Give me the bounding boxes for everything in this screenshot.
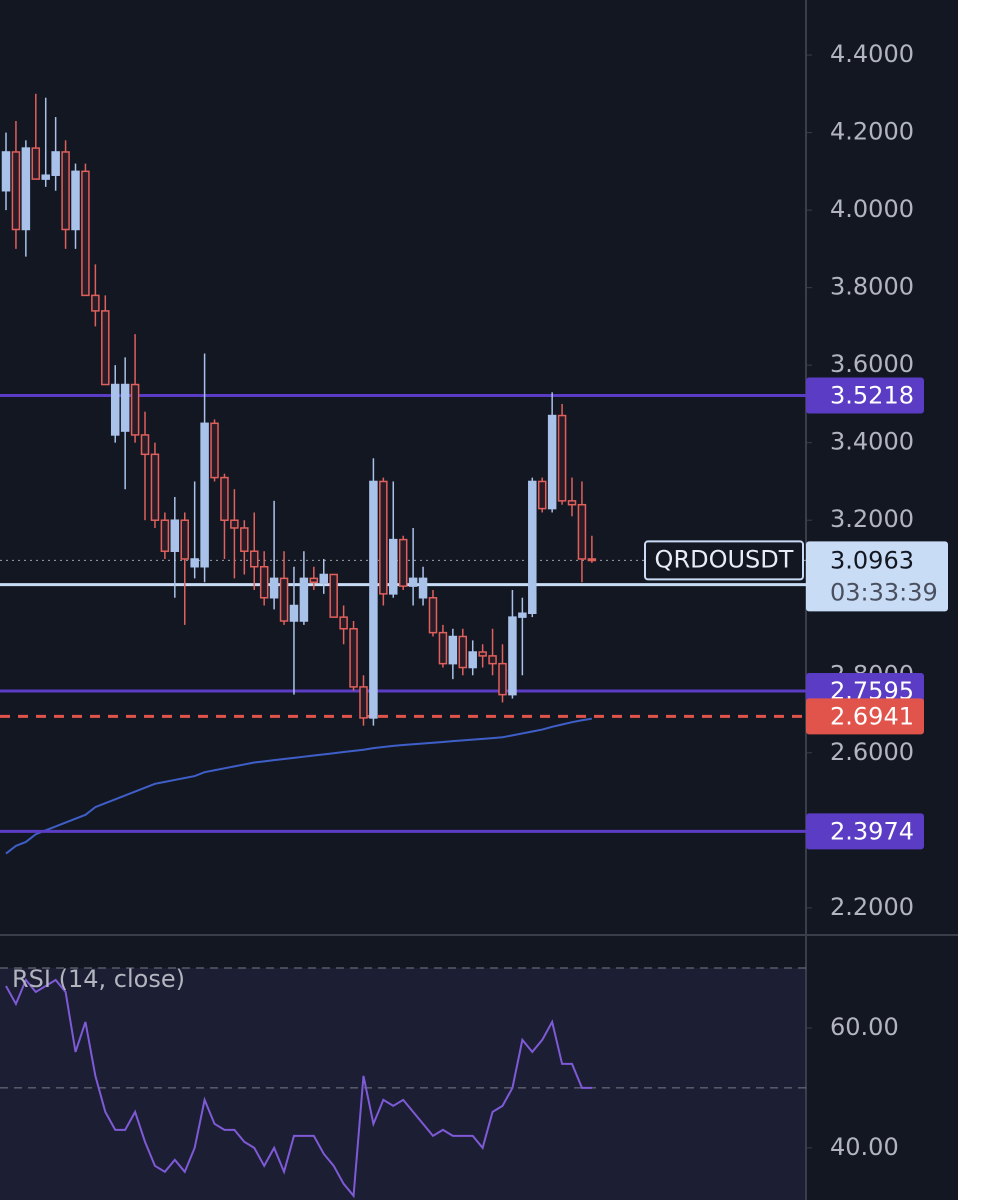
candle-body [339, 616, 348, 630]
candle-body [250, 550, 259, 568]
candle-body [547, 414, 557, 510]
rsi-line [5, 978, 592, 1199]
candle-body [110, 383, 120, 436]
candle-body [140, 434, 150, 456]
symbol-box [644, 540, 804, 581]
countdown-label: 03:33:39 [830, 578, 938, 606]
candle-body [498, 662, 507, 696]
price-label-box [806, 813, 924, 850]
rsi-band-fill [0, 968, 806, 1200]
y-tick-label: 4.0000 [830, 195, 914, 223]
candle-body [587, 558, 597, 562]
candle-body [379, 480, 388, 595]
candle-body [220, 476, 229, 521]
candle-body [41, 174, 50, 180]
candle-body [120, 383, 130, 432]
candle-body [160, 519, 170, 552]
y-tick-label: 2.2000 [830, 893, 914, 921]
candle-body [11, 151, 21, 231]
candle-body [567, 500, 577, 506]
candle-body [408, 577, 418, 587]
candle-body [91, 294, 100, 312]
candle-body [21, 147, 31, 231]
candle-body [269, 577, 279, 599]
y-tick-label: 4.4000 [830, 40, 914, 68]
marks [0, 54, 812, 1199]
candle-body [71, 170, 80, 231]
candle-body [508, 616, 517, 696]
candle-body [577, 503, 587, 560]
candle-body [31, 147, 41, 180]
candle-body [537, 480, 547, 510]
last-price-box [806, 541, 948, 612]
candle-body [150, 453, 160, 521]
candle-body [309, 577, 319, 583]
last-price-label: 3.0963 [830, 546, 914, 574]
y-tick-label: 3.4000 [830, 428, 914, 456]
candle-body [61, 151, 70, 231]
candle-body [428, 596, 438, 634]
candle-body [478, 651, 487, 657]
candle-body [240, 527, 249, 552]
y-tick-label: 3.8000 [830, 273, 914, 301]
candle-body [130, 383, 140, 436]
y-tick-label: 3.6000 [830, 350, 914, 378]
candle-body [279, 577, 289, 622]
candle-body [468, 651, 477, 669]
candle-body [319, 573, 329, 583]
candle-body [190, 558, 199, 568]
price-label: 3.5218 [830, 381, 914, 409]
price-label: 2.6941 [830, 702, 914, 730]
candle-body [518, 612, 527, 618]
y-tick-label: 60.00 [830, 1013, 899, 1041]
y-tick-label: 4.2000 [830, 118, 914, 146]
candle-body [418, 577, 428, 599]
candle-body [230, 519, 239, 529]
labels: 2.20002.40002.60002.80003.00003.20003.40… [644, 40, 948, 1161]
candle-body [398, 538, 408, 587]
y-tick-label: 2.6000 [830, 738, 914, 766]
candle-body [557, 414, 567, 502]
candle-body [448, 635, 458, 665]
price-label-box [806, 377, 924, 414]
candle-body [180, 519, 189, 560]
candle-body [1, 151, 11, 192]
candle-body [299, 577, 309, 622]
candle-body [51, 151, 60, 176]
price-label: 2.3974 [830, 817, 914, 845]
candle-body [349, 628, 358, 688]
candle-body [81, 170, 90, 297]
y-tick-label: 3.2000 [830, 505, 914, 533]
candle-body [359, 686, 368, 719]
candle-body [101, 310, 110, 386]
candle-body [329, 573, 338, 618]
symbol-label: QRDOUSDT [655, 545, 794, 573]
moving-average [5, 717, 593, 855]
candle-body [170, 519, 180, 552]
candle-body [369, 480, 378, 719]
candle-body [210, 422, 219, 479]
rsi-title: RSI (14, close) [12, 965, 185, 993]
candle-body [528, 480, 537, 615]
candle-body [488, 655, 497, 665]
candle-body [438, 631, 448, 665]
price-label-box [806, 698, 924, 735]
candle-body [389, 538, 398, 595]
candle-body [259, 565, 269, 599]
candle-body [289, 604, 299, 622]
candle-body [458, 635, 468, 669]
y-tick-label: 40.00 [830, 1133, 899, 1161]
candle-body [200, 422, 209, 568]
